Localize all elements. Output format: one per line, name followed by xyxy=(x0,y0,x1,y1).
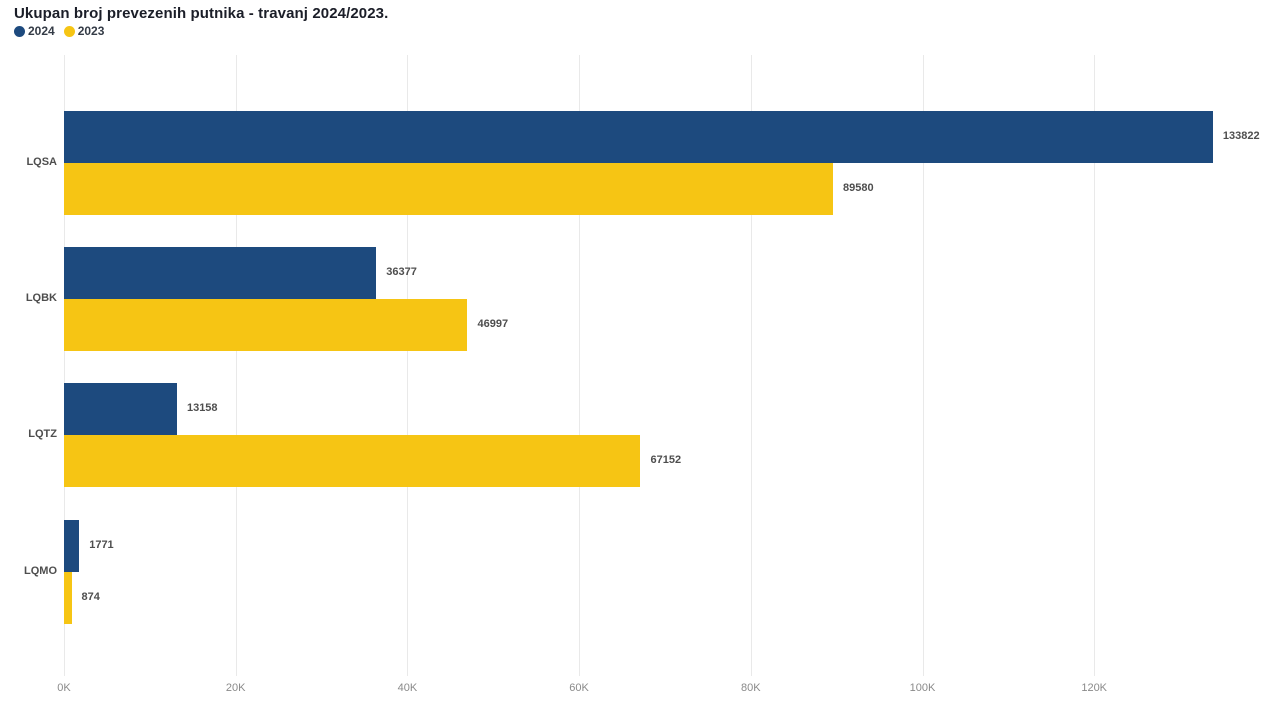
data-label-2023-lqsa: 89580 xyxy=(843,182,874,194)
chart-title: Ukupan broj prevezenih putnika - travanj… xyxy=(14,5,389,22)
category-label-lqtz: LQTZ xyxy=(28,428,57,441)
gridline-20K xyxy=(235,55,237,676)
bar-2024-lqsa[interactable] xyxy=(64,111,1213,163)
legend-label-2024: 2024 xyxy=(28,24,55,38)
legend-item-2024[interactable]: 2024 xyxy=(14,24,55,38)
gridline-60K xyxy=(579,55,581,676)
x-axis-tick-label: 100K xyxy=(909,682,936,694)
legend-item-2023[interactable]: 2023 xyxy=(63,24,105,38)
category-label-lqmo: LQMO xyxy=(24,564,57,577)
bar-2024-lqtz[interactable] xyxy=(64,383,177,436)
category-label-lqsa: LQSA xyxy=(26,156,57,168)
x-axis-tick-label: 0K xyxy=(57,682,71,694)
data-label-2024-lqtz: 13158 xyxy=(186,402,218,415)
legend-label-2023: 2023 xyxy=(77,24,105,38)
data-label-2023-lqbk: 46997 xyxy=(477,318,509,331)
x-axis-tick-label: 20K xyxy=(225,682,246,694)
data-label-2023-lqmo: 874 xyxy=(81,590,100,603)
legend: 2024 2023 xyxy=(14,24,113,38)
x-axis-tick-label: 40K xyxy=(397,682,418,694)
bar-2023-lqsa[interactable] xyxy=(64,163,834,215)
data-label-2024-lqsa: 133822 xyxy=(1222,130,1260,142)
x-axis-tick-label: 120K xyxy=(1081,682,1108,694)
x-axis-tick-label: 60K xyxy=(569,682,589,694)
legend-swatch-2024-icon xyxy=(14,25,25,37)
data-label-2024-lqbk: 36377 xyxy=(386,266,417,279)
bar-2024-lqbk[interactable] xyxy=(64,247,377,300)
bar-2023-lqtz[interactable] xyxy=(64,435,641,488)
bar-2024-lqmo[interactable] xyxy=(64,519,80,572)
category-label-lqbk: LQBK xyxy=(25,292,57,305)
gridline-40K xyxy=(407,55,409,676)
data-label-2024-lqmo: 1771 xyxy=(89,538,114,551)
gridline-0K xyxy=(64,55,65,676)
data-label-2023-lqtz: 67152 xyxy=(650,454,682,467)
gridline-120K xyxy=(1094,55,1096,676)
gridline-80K xyxy=(750,55,752,676)
x-axis-tick-label: 80K xyxy=(741,682,761,694)
bar-2023-lqbk[interactable] xyxy=(64,299,468,352)
gridline-100K xyxy=(922,55,924,676)
bar-2023-lqmo[interactable] xyxy=(64,571,72,624)
legend-swatch-2023-icon xyxy=(63,25,75,37)
